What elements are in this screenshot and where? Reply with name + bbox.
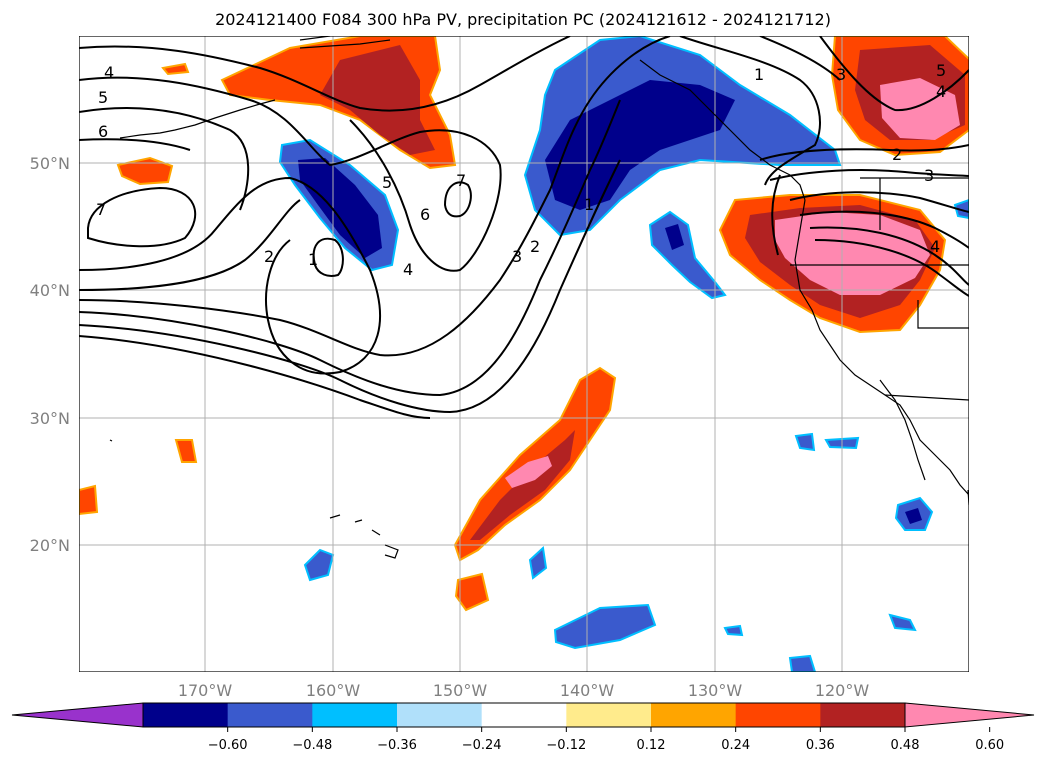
precip-positive-north [116,36,457,186]
colorbar-segment [143,703,229,727]
colorbar-tick-label: −0.60 [208,738,248,753]
longitude-labels: 170°W 160°W 150°W 140°W 130°W 120°W [178,681,870,700]
contour-label: 1 [584,195,594,214]
contour-label: 2 [892,145,902,164]
contour-label: 3 [924,166,934,185]
contour-label: 7 [96,200,106,219]
colorbar-segment [227,703,313,727]
colorbar-extend-high [904,702,1035,728]
contour-label: 1 [754,65,764,84]
contour-label: 2 [530,237,540,256]
latitude-labels: 50°N 40°N 30°N 20°N [30,154,70,555]
colorbar-segment [566,703,652,727]
lat-label-20n: 20°N [30,536,70,555]
contour-labels: 4 5 6 7 2 1 5 6 7 4 3 2 1 1 3 2 3 4 5 4 [96,61,946,279]
colorbar-tick-label: 0.36 [806,738,835,753]
contour-label: 4 [403,260,413,279]
contour-label: 6 [98,122,108,141]
colorbar-tick-label: 0.48 [891,738,920,753]
lat-label-50n: 50°N [30,154,70,173]
contour-label: 4 [930,237,940,256]
contour-label: 6 [420,205,430,224]
map-area: 4 5 6 7 2 1 5 6 7 4 3 2 1 1 3 2 3 4 5 4 [79,36,969,672]
lon-label-140w: 140°W [560,681,615,700]
lon-label-120w: 120°W [815,681,870,700]
colorbar-outline [142,702,906,728]
colorbar-segment [481,703,567,727]
contour-label: 3 [836,65,846,84]
contour-label: 3 [512,247,522,266]
colorbar-segment [735,703,821,727]
colorbar-tick-label: −0.12 [546,738,586,753]
precip-positive-band [79,366,617,612]
pv-contours [79,36,969,419]
lon-label-170w: 170°W [178,681,233,700]
colorbar-tick-label: 0.60 [975,738,1004,753]
colorbar-extend-low [11,702,144,728]
plot-title: 2024121400 F084 300 hPa PV, precipitatio… [215,10,831,29]
contour-label: 1 [308,250,318,269]
colorbar-tick-label: −0.36 [377,738,417,753]
colorbar-segment [651,703,737,727]
lon-label-160w: 160°W [306,681,361,700]
lat-label-40n: 40°N [30,281,70,300]
precip-negative-gulf [523,36,842,237]
colorbar-tick-label: −0.24 [462,738,502,753]
colorbar-tick-label: 0.12 [637,738,666,753]
precip-negative-small [303,198,969,672]
colorbar-tick-label: 0.24 [721,738,750,753]
lon-label-150w: 150°W [433,681,488,700]
contour-label: 4 [104,63,114,82]
contour-label: 5 [936,61,946,80]
colorbar-tick-label: −0.48 [292,738,332,753]
colorbar: −0.60 −0.48 −0.36 −0.24 −0.12 0.12 0.24 0.36 0.4… [11,702,1035,753]
colorbar-segment [397,703,483,727]
contour-label: 5 [98,88,108,107]
contour-label: 4 [936,82,946,101]
coastlines [109,36,969,559]
colorbar-segment [820,703,906,727]
lon-label-130w: 130°W [688,681,743,700]
contour-label: 7 [456,171,466,190]
lat-label-30n: 30°N [30,409,70,428]
colorbar-segment [312,703,398,727]
contour-label: 2 [264,247,274,266]
contour-label: 5 [382,173,392,192]
